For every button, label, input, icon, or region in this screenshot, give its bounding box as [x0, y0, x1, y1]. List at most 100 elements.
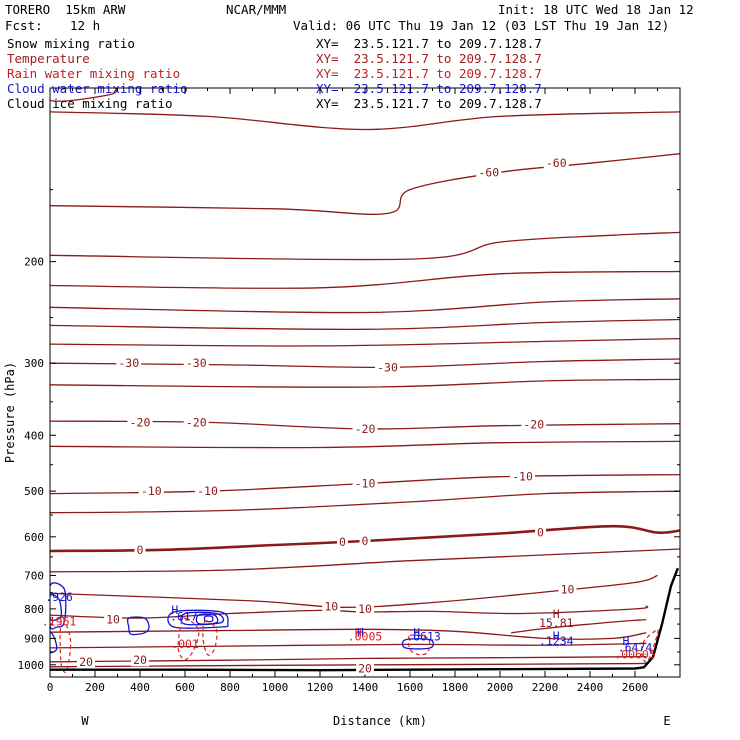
y-tick-label-5: 700 — [24, 569, 44, 582]
temperature-label-2: -30 — [118, 356, 139, 370]
x-tick-label-13: 2600 — [622, 681, 649, 694]
temperature-label-bg-23 — [356, 662, 374, 675]
extrema-label-3: .617 — [170, 610, 198, 624]
temperature-label-17: 10 — [324, 600, 338, 614]
temperature-label-bg-3 — [183, 357, 209, 370]
extrema-label-11: H — [553, 629, 560, 643]
temperature-label-10: -10 — [197, 484, 218, 498]
x-tick-label-9: 1800 — [442, 681, 469, 694]
contour-layer — [50, 88, 680, 673]
temperature-label-bg-8 — [521, 418, 547, 431]
temperature-contour-20 — [50, 655, 647, 663]
field-xy-rain: XY= 23.5.121.7 to 209.7.128.7 — [316, 66, 542, 81]
field-name-temperature: Temperature — [7, 51, 90, 66]
temperature-contour-7 — [50, 358, 680, 369]
temperature-label-16: 0 — [537, 526, 544, 540]
temperature-label-1: -60 — [546, 156, 567, 170]
y-tick-label-6: 800 — [24, 603, 44, 616]
temperature-label-bg-17 — [322, 600, 341, 613]
x-tick-label-6: 1200 — [307, 681, 334, 694]
rain-water-contour-1 — [177, 617, 200, 661]
temperature-label-bg-5 — [127, 416, 153, 429]
temperature-label-11: -10 — [355, 477, 376, 491]
temperature-label-bg-22 — [131, 654, 149, 667]
temperature-contour-14 — [50, 548, 680, 573]
x-tick-label-8: 1600 — [397, 681, 424, 694]
temperature-contour-17 — [511, 618, 647, 634]
temperature-label-6: -20 — [186, 415, 207, 429]
model-title: TORERO 15km ARW — [5, 2, 126, 17]
temperature-contour-1 — [50, 153, 680, 215]
field-xy-cloud-ice: XY= 23.5.121.7 to 209.7.128.7 — [316, 96, 542, 111]
temperature-contour-10 — [50, 440, 680, 449]
temperature-label-bg-19 — [558, 583, 577, 596]
temperature-label-20: 10 — [106, 613, 120, 627]
temperature-label-bg-16 — [535, 526, 546, 539]
temperature-label-22: 20 — [133, 653, 147, 667]
extrema-label-12: .1234 — [539, 634, 574, 648]
extrema-label-10: 15.81 — [539, 616, 574, 630]
init-time: Init: 18 UTC Wed 18 Jan 12 — [498, 2, 694, 17]
temperature-label-bg-21 — [77, 655, 95, 668]
temperature-label-bg-1 — [543, 157, 569, 170]
temperature-contour-18 — [50, 628, 647, 640]
temperature-contour-19 — [50, 642, 647, 649]
temperature-label-14: 0 — [339, 535, 346, 549]
rain-water-contour-3 — [407, 634, 431, 656]
x-tick-label-0: 0 — [47, 681, 54, 694]
temperature-label-bg-12 — [510, 470, 535, 483]
temperature-label-5: -20 — [130, 415, 151, 429]
y-tick-label-2: 400 — [24, 429, 44, 442]
temperature-label-12: -10 — [512, 470, 533, 484]
x-tick-label-2: 400 — [130, 681, 150, 694]
forecast-hours: 12 h — [70, 18, 101, 33]
rain-water-contour-4 — [641, 629, 659, 663]
y-axis-label: Pressure (hPa) — [3, 362, 17, 463]
extrema-label-5: H — [357, 625, 364, 639]
cloud-water-contour-4 — [167, 609, 229, 629]
x-tick-label-3: 600 — [175, 681, 195, 694]
extrema-label-6: .0005 — [348, 630, 383, 644]
extrema-label-0: .926 — [45, 590, 73, 604]
plot-frame: 0 200 400 600 800 1000 1200 1400 1600 1800 2000 220… — [3, 87, 681, 728]
temperature-contour-13 — [50, 524, 680, 553]
label-layer: -60 -60 -30 -30 -30 -20 -20 -20 -20 -10 -10 -10 -10 0… — [42, 156, 656, 675]
temperature-contour-3 — [50, 270, 680, 289]
field-xy-snow: XY= 23.5.121.7 to 209.7.128.7 — [316, 36, 542, 51]
x-end-label-west: W — [81, 714, 89, 728]
temperature-contour-15 — [50, 574, 658, 608]
x-tick-label-11: 2200 — [532, 681, 559, 694]
x-tick-label-7: 1400 — [352, 681, 379, 694]
cloud-water-contour-1 — [50, 594, 63, 622]
temperature-label-18: 10 — [358, 602, 372, 616]
temperature-label-bg-10 — [195, 485, 220, 498]
extrema-label-15: .00605 — [614, 647, 656, 661]
temperature-contour-5 — [50, 318, 680, 330]
cloud-water-contour-8 — [401, 638, 435, 650]
valid-time: Valid: 06 UTC Thu 19 Jan 12 (03 LST Thu … — [293, 18, 670, 33]
cloud-water-contour-3 — [126, 616, 150, 636]
y-tick-label-3: 500 — [24, 485, 44, 498]
temperature-contour-2 — [50, 231, 680, 261]
forecast-label: Fcst: — [5, 18, 43, 33]
x-tick-label-4: 800 — [220, 681, 240, 694]
temperature-label-bg-4 — [375, 361, 400, 374]
y-tick-label-7: 900 — [24, 632, 44, 645]
temperature-label-bg-9 — [138, 485, 164, 498]
cloud-water-contour-0 — [50, 582, 67, 630]
rain-water-contour-2 — [202, 620, 218, 656]
y-tick-label-4: 600 — [24, 531, 44, 544]
temperature-label-3: -30 — [186, 356, 207, 370]
temperature-label-bg-6 — [183, 416, 209, 429]
temperature-label-15: 0 — [362, 534, 369, 548]
temperature-label-bg-2 — [116, 357, 142, 370]
temperature-contour-12 — [50, 490, 680, 514]
field-name-snow: Snow mixing ratio — [7, 36, 135, 51]
temperature-label-13: 0 — [137, 543, 144, 557]
center-label: NCAR/MMM — [226, 2, 287, 17]
y-tick-label-1: 300 — [24, 357, 44, 370]
terrain-line — [50, 567, 679, 672]
extrema-label-14: .6474 — [618, 640, 653, 654]
x-end-label-east: E — [663, 714, 670, 728]
